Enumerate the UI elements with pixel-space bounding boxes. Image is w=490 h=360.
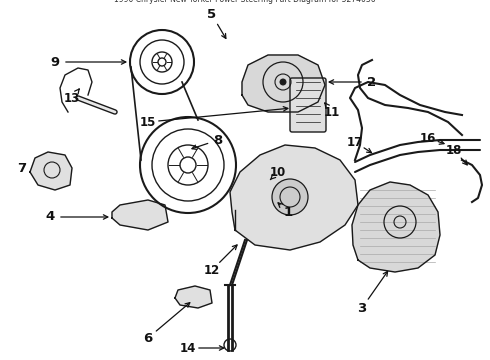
Text: 17: 17	[347, 135, 363, 148]
Text: 6: 6	[144, 332, 152, 345]
Circle shape	[280, 79, 286, 85]
Polygon shape	[352, 182, 440, 272]
Text: 1: 1	[283, 206, 293, 219]
Text: 3: 3	[357, 302, 367, 315]
Text: 8: 8	[213, 134, 222, 147]
Polygon shape	[230, 145, 358, 250]
Polygon shape	[175, 286, 212, 308]
Text: 7: 7	[18, 162, 26, 175]
Text: 10: 10	[270, 166, 286, 179]
Text: 14: 14	[180, 342, 196, 355]
Polygon shape	[242, 55, 325, 112]
Text: 16: 16	[420, 131, 436, 144]
Text: 18: 18	[446, 144, 462, 157]
Text: 2: 2	[368, 76, 376, 89]
Text: 15: 15	[140, 116, 156, 129]
Text: 1990 Chrysler New Yorker Power Steering Part Diagram for 5274036: 1990 Chrysler New Yorker Power Steering …	[114, 0, 376, 4]
Text: 9: 9	[50, 55, 60, 68]
Polygon shape	[30, 152, 72, 190]
Text: 5: 5	[207, 9, 217, 22]
Text: 13: 13	[64, 91, 80, 104]
Text: 11: 11	[324, 105, 340, 118]
Text: 12: 12	[204, 264, 220, 276]
Text: 4: 4	[46, 211, 54, 224]
Polygon shape	[112, 200, 168, 230]
Circle shape	[272, 179, 308, 215]
FancyBboxPatch shape	[290, 78, 326, 132]
